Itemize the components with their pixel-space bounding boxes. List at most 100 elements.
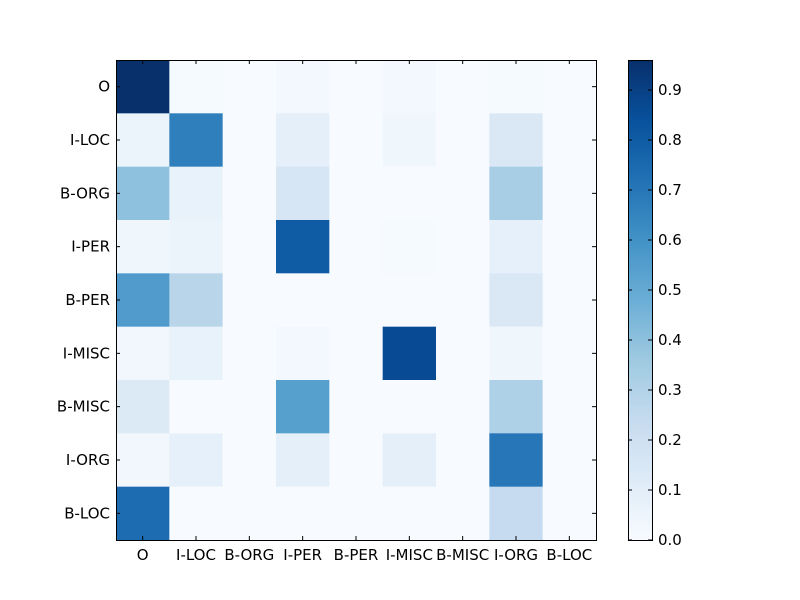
y-tick-label: I-LOC (70, 131, 110, 149)
heatmap-cell-i-loc-i-loc (169, 113, 224, 168)
heatmap-cell-i-misc-b-org (222, 326, 277, 381)
heatmap-cell-b-misc-o (116, 380, 170, 434)
heatmap-cell-i-loc-b-loc (542, 113, 597, 168)
heatmap-cell-b-misc-i-org (489, 380, 544, 434)
heatmap-cell-b-loc-i-misc (382, 486, 437, 541)
colorbar-tick-label: 0.1 (658, 481, 682, 499)
heatmap-cell-i-loc-i-per (276, 113, 330, 168)
heatmap-cell-i-misc-i-org (489, 326, 544, 381)
x-tick-label: B-LOC (546, 546, 592, 564)
heatmap-cell-i-misc-b-loc (542, 326, 597, 381)
heatmap-cell-b-loc-i-org (489, 486, 544, 541)
heatmap-cell-i-loc-i-misc (382, 113, 437, 168)
x-tick-label: B-MISC (436, 546, 489, 564)
heatmap-cell-o-i-per (276, 60, 330, 114)
heatmap-cell-b-org-b-per (329, 166, 384, 221)
heatmap-cell-o-i-misc (382, 60, 437, 114)
colorbar-tick-label: 0.5 (658, 281, 682, 299)
heatmap-cell-i-loc-b-org (222, 113, 277, 168)
heatmap-cell-b-per-i-org (489, 273, 544, 328)
x-tick-label: I-LOC (176, 546, 216, 564)
heatmap-cell-b-loc-b-per (329, 486, 384, 541)
heatmap-cell-b-loc-b-loc (542, 486, 597, 541)
heatmap-cell-i-per-i-misc (382, 220, 437, 274)
heatmap-cell-b-per-i-loc (169, 273, 224, 328)
heatmap-cell-b-loc-i-per (276, 486, 330, 541)
heatmap-cell-i-per-b-org (222, 220, 277, 274)
colorbar-tick-label: 0.2 (658, 431, 682, 449)
heatmap-cell-i-misc-o (116, 326, 170, 381)
heatmap-cell-i-per-b-misc (436, 220, 490, 274)
y-tick-label: I-ORG (66, 451, 110, 469)
heatmap-cell-i-misc-b-misc (436, 326, 490, 381)
colorbar-tick-label: 0.0 (658, 531, 682, 549)
colorbar-gradient (628, 60, 652, 540)
y-tick-label: B-PER (65, 291, 110, 309)
heatmap-cell-i-loc-i-org (489, 113, 544, 168)
colorbar-tick-label: 0.4 (658, 331, 682, 349)
heatmap-cell-b-per-i-per (276, 273, 330, 328)
heatmap-cell-b-per-b-org (222, 273, 277, 328)
y-tick-label: B-LOC (64, 504, 110, 522)
heatmap-cell-b-org-i-misc (382, 166, 437, 221)
heatmap-cells (116, 60, 597, 541)
heatmap-cell-b-loc-o (116, 486, 170, 541)
heatmap-cell-o-i-loc (169, 60, 224, 114)
colorbar-tick-label: 0.9 (658, 81, 682, 99)
heatmap-cell-i-misc-b-per (329, 326, 384, 381)
heatmap-cell-i-org-i-org (489, 433, 544, 488)
heatmap-cell-o-b-per (329, 60, 384, 114)
heatmap-cell-i-misc-i-loc (169, 326, 224, 381)
heatmap-cell-b-loc-b-misc (436, 486, 490, 541)
heatmap-cell-i-org-i-loc (169, 433, 224, 488)
x-tick-label: B-ORG (224, 546, 274, 564)
heatmap-cell-i-misc-i-per (276, 326, 330, 381)
heatmap-cell-b-per-o (116, 273, 170, 328)
colorbar-ticks: 0.0 0.1 0.2 0.3 0.4 0.5 0.6 0.7 0.8 0.9 (628, 81, 682, 549)
y-tick-label: B-ORG (60, 184, 110, 202)
heatmap-cell-i-per-i-loc (169, 220, 224, 274)
colorbar: 0.0 0.1 0.2 0.3 0.4 0.5 0.6 0.7 0.8 0.9 (628, 60, 682, 549)
heatmap-cell-o-b-org (222, 60, 277, 114)
heatmap-cell-i-loc-b-per (329, 113, 384, 168)
heatmap-cell-b-org-i-per (276, 166, 330, 221)
y-tick-label: O (98, 78, 110, 96)
y-axis: O I-LOC B-ORG I-PER B-PER I-MISC B-MISC I-ORG B-… (57, 78, 596, 522)
heatmap-cell-b-loc-b-org (222, 486, 277, 541)
heatmap-cell-b-per-b-per (329, 273, 384, 328)
heatmap-cell-i-org-o (116, 433, 170, 488)
heatmap-cell-b-misc-b-org (222, 380, 277, 434)
heatmap-cell-o-b-loc (542, 60, 597, 114)
heatmap-cell-i-loc-b-misc (436, 113, 490, 168)
x-tick-label: I-PER (283, 546, 322, 564)
heatmap-cell-b-misc-b-per (329, 380, 384, 434)
heatmap-cell-i-org-b-per (329, 433, 384, 488)
heatmap-cell-i-org-b-loc (542, 433, 597, 488)
heatmap-cell-i-per-b-loc (542, 220, 597, 274)
x-tick-label: I-MISC (386, 546, 433, 564)
y-tick-label: I-PER (71, 238, 110, 256)
heatmap-cell-b-org-b-loc (542, 166, 597, 221)
colorbar-frame (628, 60, 653, 541)
heatmap-cell-b-misc-i-misc (382, 380, 437, 434)
heatmap-cell-b-misc-b-loc (542, 380, 597, 434)
heatmap-cell-b-org-b-misc (436, 166, 490, 221)
heatmap-cell-b-per-b-loc (542, 273, 597, 328)
heatmap-cell-i-org-i-per (276, 433, 330, 488)
colorbar-tick-label: 0.8 (658, 131, 682, 149)
heatmap-cell-i-loc-o (116, 113, 170, 168)
x-tick-label: I-ORG (494, 546, 538, 564)
heatmap-cell-i-misc-i-misc (382, 326, 437, 381)
heatmap-cell-i-org-i-misc (382, 433, 437, 488)
y-tick-label: I-MISC (63, 344, 110, 362)
colorbar-tick-label: 0.6 (658, 231, 682, 249)
colorbar-tick-label: 0.3 (658, 381, 682, 399)
heatmap-cell-o-b-misc (436, 60, 490, 114)
heatmap-cell-b-loc-i-loc (169, 486, 224, 541)
heatmap-cell-b-misc-i-loc (169, 380, 224, 434)
colorbar-tick-label: 0.7 (658, 181, 682, 199)
heatmap-cell-b-misc-b-misc (436, 380, 490, 434)
heatmap-cell-i-per-o (116, 220, 170, 274)
heatmap-cell-i-org-b-org (222, 433, 277, 488)
